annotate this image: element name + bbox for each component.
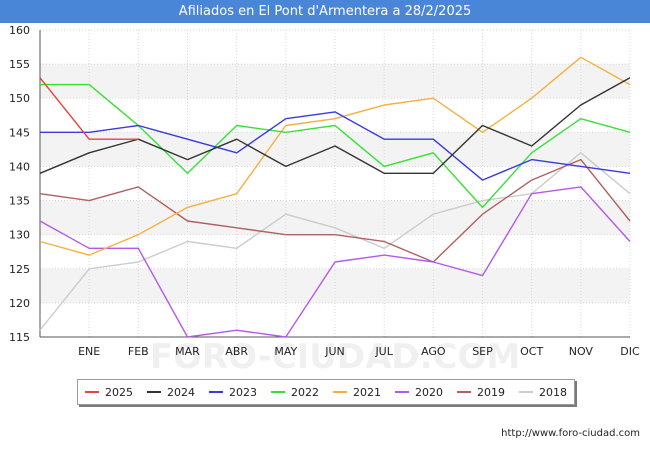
series-line-2020 xyxy=(39,186,631,338)
legend-swatch xyxy=(395,391,409,393)
legend-item-2019: 2019 xyxy=(457,386,505,399)
y-tick-label: 120 xyxy=(9,297,30,310)
x-tick-label: AGO xyxy=(421,345,446,358)
legend-swatch xyxy=(333,391,347,393)
x-tick-label: JUN xyxy=(324,345,345,358)
legend-label: 2020 xyxy=(415,385,443,399)
plot-band xyxy=(40,200,630,235)
x-tick-label: ENE xyxy=(78,345,100,358)
legend-item-2018: 2018 xyxy=(519,386,567,399)
series-line-2023 xyxy=(40,111,631,181)
x-tick-label: OCT xyxy=(520,345,543,358)
legend-label: 2019 xyxy=(477,385,505,399)
source-url: http://www.foro-ciudad.com xyxy=(501,428,640,439)
legend-item-2020: 2020 xyxy=(395,386,443,399)
y-tick-label: 135 xyxy=(9,195,30,208)
x-tick-label: ABR xyxy=(225,345,248,358)
legend-label: 2018 xyxy=(539,385,567,399)
series-line-2021 xyxy=(39,56,631,256)
x-tick-label: MAY xyxy=(274,345,297,358)
legend-item-2023: 2023 xyxy=(209,386,257,399)
legend-label: 2023 xyxy=(229,385,257,399)
y-tick-label: 155 xyxy=(9,58,30,71)
legend-label: 2022 xyxy=(291,385,319,399)
x-tick-label: NOV xyxy=(569,345,594,358)
legend-item-2025: 2025 xyxy=(85,386,133,399)
series-line-2019 xyxy=(39,158,631,263)
legend-item-2024: 2024 xyxy=(147,386,195,399)
x-tick-label: DIC xyxy=(620,345,640,358)
y-tick-label: 115 xyxy=(9,331,30,344)
y-tick-label: 150 xyxy=(9,92,30,105)
chart-title: Afiliados en El Pont d'Armentera a 28/2/… xyxy=(178,4,472,19)
legend-swatch xyxy=(85,391,99,393)
watermark: FORO-CIUDAD.COM xyxy=(150,337,521,377)
legend-swatch xyxy=(457,391,471,393)
legend-swatch xyxy=(147,391,161,393)
chart-legend: 2025 2024 2023 2022 2021 2020 2019 2018 xyxy=(77,379,575,405)
series-line-2025 xyxy=(39,77,139,140)
y-tick-label: 160 xyxy=(9,24,30,37)
x-tick-label: FEB xyxy=(128,345,149,358)
chart-title-bar: Afiliados en El Pont d'Armentera a 28/2/… xyxy=(0,0,650,23)
legend-swatch xyxy=(271,391,285,393)
y-tick-label: 130 xyxy=(9,229,30,242)
y-tick-label: 145 xyxy=(9,126,30,139)
x-tick-label: MAR xyxy=(175,345,200,358)
legend-item-2022: 2022 xyxy=(271,386,319,399)
legend-swatch xyxy=(519,391,533,393)
y-tick-label: 125 xyxy=(9,263,30,276)
x-tick-label: JUL xyxy=(374,345,393,358)
legend-label: 2021 xyxy=(353,385,381,399)
legend-item-2021: 2021 xyxy=(333,386,381,399)
legend-label: 2025 xyxy=(105,385,133,399)
x-tick-label: SEP xyxy=(472,345,493,358)
y-tick-label: 140 xyxy=(9,160,30,173)
legend-label: 2024 xyxy=(167,385,195,399)
legend-swatch xyxy=(209,391,223,393)
